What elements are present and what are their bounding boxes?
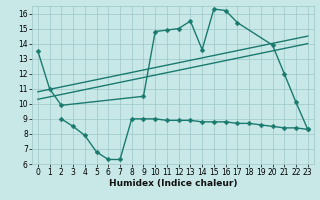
X-axis label: Humidex (Indice chaleur): Humidex (Indice chaleur) bbox=[108, 179, 237, 188]
